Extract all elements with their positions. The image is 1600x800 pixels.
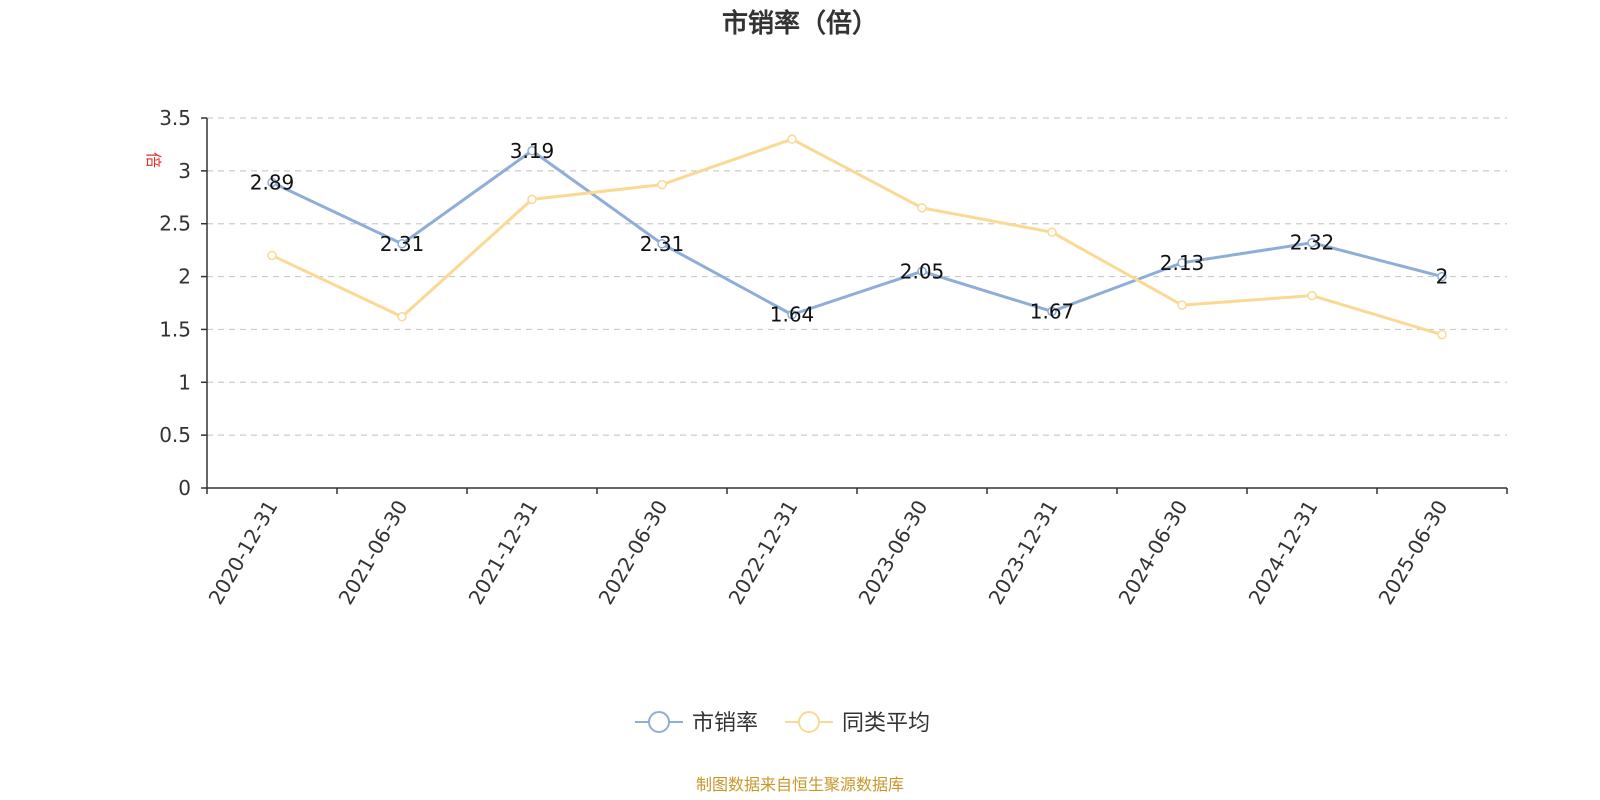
data-label: 2.05 — [900, 259, 945, 283]
data-point — [267, 177, 277, 188]
data-point — [787, 134, 797, 144]
data-point — [1047, 227, 1057, 237]
grid — [207, 117, 1507, 436]
data-label: 2 — [1436, 265, 1449, 289]
chart-title: 市销率（倍） — [722, 8, 878, 39]
y-tick-label: 3.5 — [159, 106, 191, 130]
y-tick-label: 2 — [178, 265, 191, 289]
series-layer — [267, 134, 1447, 340]
data-point — [1177, 258, 1187, 268]
series-line-2 — [271, 137, 1443, 337]
data-point — [1307, 290, 1317, 301]
x-tick-label: 2021-12-31 — [463, 496, 542, 609]
axes: 0 0.5 1 1.5 2 2.5 3 3.5 2020-12-31 2021-06-30 2021… — [159, 106, 1508, 609]
y-tick-label: 1.5 — [159, 317, 191, 341]
y-tick-label: 3 — [178, 159, 191, 183]
series-line-1 — [271, 149, 1443, 317]
x-tick-label: 2024-12-31 — [1243, 496, 1322, 609]
legend-item[interactable]: 同类平均 — [785, 711, 930, 736]
y-tick-label: 0 — [178, 476, 191, 500]
data-point — [1177, 300, 1187, 310]
x-tick-label: 2024-06-30 — [1113, 496, 1192, 609]
data-point — [527, 146, 537, 156]
legend-label: 市销率 — [692, 711, 758, 736]
x-tick-label: 2023-06-30 — [853, 496, 932, 609]
data-label: 3.19 — [510, 139, 555, 163]
data-point — [1437, 271, 1447, 282]
data-point — [657, 239, 667, 249]
legend[interactable]: 市销率 同类平均 — [635, 711, 930, 736]
data-point — [267, 250, 277, 261]
data-point — [397, 239, 407, 249]
x-tick-label: 2025-06-30 — [1373, 496, 1452, 609]
data-point — [787, 309, 797, 320]
data-label: 2.89 — [250, 170, 295, 194]
legend-label: 同类平均 — [842, 711, 930, 736]
y-tick-label: 2.5 — [159, 212, 191, 236]
data-label: 2.31 — [640, 232, 685, 256]
source-note: 制图数据来自恒生聚源数据库 — [696, 775, 904, 794]
y-tick-label: 0.5 — [159, 423, 191, 447]
legend-marker — [648, 711, 670, 733]
data-label: 1.67 — [1030, 299, 1075, 323]
data-label: 1.64 — [770, 303, 815, 327]
x-tick-label: 2020-12-31 — [203, 496, 282, 609]
x-tick-label: 2023-12-31 — [983, 496, 1062, 609]
x-tick-label: 2022-12-31 — [723, 496, 802, 609]
data-point — [397, 311, 407, 322]
x-tick-label: 2022-06-30 — [593, 496, 672, 609]
data-point — [657, 179, 667, 190]
legend-marker — [798, 711, 820, 733]
data-label: 2.13 — [1160, 251, 1205, 275]
y-tick-label: 1 — [178, 370, 191, 394]
data-labels: 2.89 2.31 3.19 2.31 1.64 2.05 1.67 2.13 2.32 2 — [250, 139, 1449, 327]
legend-item[interactable]: 市销率 — [635, 711, 758, 736]
data-point — [527, 194, 537, 205]
data-point — [1047, 306, 1057, 317]
data-point — [917, 203, 927, 213]
data-point — [1307, 237, 1317, 248]
data-point — [917, 266, 927, 277]
data-point — [1437, 329, 1447, 340]
x-tick-label: 2021-06-30 — [333, 496, 412, 609]
data-label: 2.32 — [1290, 231, 1335, 255]
y-unit-label: 倍 — [144, 152, 163, 168]
data-label: 2.31 — [380, 232, 425, 256]
